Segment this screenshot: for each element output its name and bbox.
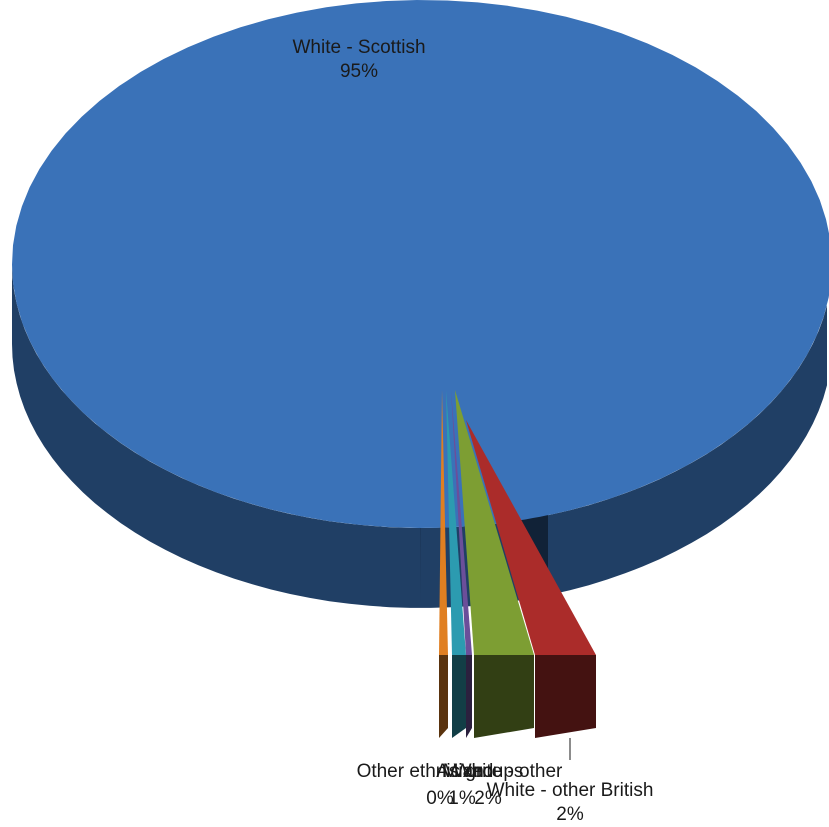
label-mixed: Mixed (443, 761, 494, 782)
slice-mixed (451, 390, 472, 738)
slice-white-other (455, 390, 534, 738)
label-white-other-british: White - other British 2% (487, 780, 654, 825)
label-other-ethnic-groups: Other ethnic groups (357, 761, 524, 782)
slice-asian (446, 390, 466, 738)
label-white-scottish: White - Scottish 95% (292, 37, 425, 82)
label-white-other: White - other (454, 761, 563, 782)
percent-white-other: 2% (474, 788, 502, 809)
slice-white-scottish (12, 0, 829, 528)
slice-white-other-british (466, 420, 596, 738)
label-asian: Asian (436, 761, 484, 782)
percent-asian: 1% (448, 788, 476, 809)
percent-other-ethnic-groups: 0% (426, 788, 454, 809)
slice-white-scottish-side (12, 264, 827, 608)
slice-other-ethnic-groups (439, 390, 448, 738)
